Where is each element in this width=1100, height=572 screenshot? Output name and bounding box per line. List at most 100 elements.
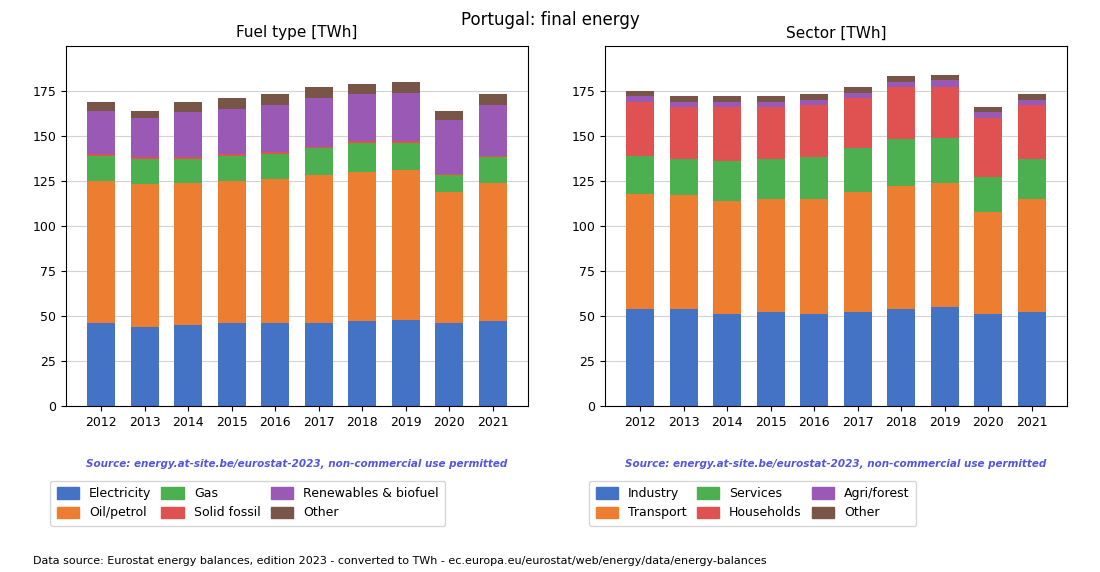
Bar — [348, 84, 376, 94]
Bar — [626, 91, 654, 96]
Bar — [931, 74, 959, 80]
Bar — [131, 327, 158, 406]
Bar — [436, 120, 463, 174]
Bar — [800, 94, 828, 100]
Bar — [348, 143, 376, 172]
Bar — [975, 212, 1002, 314]
Bar — [131, 118, 158, 157]
Bar — [975, 118, 1002, 177]
Title: Fuel type [TWh]: Fuel type [TWh] — [236, 25, 358, 41]
Bar — [87, 102, 116, 110]
Bar — [174, 157, 202, 159]
Bar — [261, 179, 289, 323]
Bar — [348, 141, 376, 143]
Bar — [757, 107, 785, 159]
Bar — [261, 105, 289, 152]
Bar — [218, 323, 246, 406]
Bar — [887, 82, 915, 87]
Bar — [131, 159, 158, 185]
Bar — [305, 176, 333, 323]
Title: Sector [TWh]: Sector [TWh] — [785, 25, 887, 41]
Bar — [131, 185, 158, 327]
Bar — [87, 110, 116, 154]
Bar — [392, 82, 420, 93]
Bar — [305, 146, 333, 149]
Bar — [436, 174, 463, 176]
Bar — [174, 102, 202, 113]
Bar — [261, 94, 289, 105]
Bar — [844, 192, 872, 312]
Bar — [1018, 199, 1046, 312]
Bar — [713, 102, 741, 107]
Bar — [800, 100, 828, 105]
Bar — [626, 96, 654, 102]
Bar — [174, 113, 202, 157]
Bar — [626, 193, 654, 309]
Bar — [670, 309, 697, 406]
Text: Source: energy.at-site.be/eurostat-2023, non-commercial use permitted: Source: energy.at-site.be/eurostat-2023,… — [626, 459, 1046, 469]
Bar — [887, 77, 915, 82]
Bar — [392, 170, 420, 320]
Bar — [392, 93, 420, 141]
Bar — [87, 323, 116, 406]
Bar — [1018, 94, 1046, 100]
Bar — [478, 182, 507, 321]
Bar — [931, 80, 959, 87]
Bar — [261, 152, 289, 154]
Bar — [626, 309, 654, 406]
Bar — [887, 186, 915, 309]
Bar — [844, 87, 872, 93]
Bar — [800, 314, 828, 406]
Bar — [478, 94, 507, 105]
Bar — [931, 182, 959, 307]
Bar — [131, 110, 158, 118]
Bar — [1018, 159, 1046, 199]
Bar — [713, 314, 741, 406]
Bar — [478, 157, 507, 182]
Bar — [975, 177, 1002, 212]
Bar — [392, 141, 420, 143]
Bar — [626, 156, 654, 193]
Text: Source: energy.at-site.be/eurostat-2023, non-commercial use permitted: Source: energy.at-site.be/eurostat-2023,… — [87, 459, 507, 469]
Bar — [174, 325, 202, 406]
Bar — [626, 102, 654, 156]
Bar — [975, 113, 1002, 118]
Bar — [305, 98, 333, 146]
Bar — [713, 201, 741, 314]
Bar — [218, 154, 246, 156]
Bar — [844, 149, 872, 192]
Bar — [975, 314, 1002, 406]
Bar — [800, 105, 828, 157]
Bar — [174, 182, 202, 325]
Bar — [261, 323, 289, 406]
Bar — [348, 172, 376, 321]
Bar — [305, 323, 333, 406]
Bar — [670, 96, 697, 102]
Bar — [887, 309, 915, 406]
Bar — [713, 96, 741, 102]
Bar — [348, 94, 376, 141]
Bar — [1018, 100, 1046, 105]
Bar — [931, 138, 959, 182]
Legend: Electricity, Oil/petrol, Gas, Solid fossil, Renewables & biofuel, Other: Electricity, Oil/petrol, Gas, Solid foss… — [51, 481, 446, 526]
Bar — [392, 320, 420, 406]
Bar — [975, 107, 1002, 113]
Bar — [800, 157, 828, 199]
Bar — [348, 321, 376, 406]
Bar — [305, 87, 333, 98]
Text: Data source: Eurostat energy balances, edition 2023 - converted to TWh - ec.euro: Data source: Eurostat energy balances, e… — [33, 557, 767, 566]
Bar — [131, 157, 158, 159]
Bar — [1018, 312, 1046, 406]
Bar — [670, 195, 697, 309]
Bar — [174, 159, 202, 182]
Bar — [261, 154, 289, 179]
Bar — [931, 87, 959, 138]
Bar — [887, 87, 915, 140]
Bar — [478, 105, 507, 156]
Bar — [478, 321, 507, 406]
Bar — [757, 96, 785, 102]
Bar — [757, 199, 785, 312]
Bar — [844, 93, 872, 98]
Bar — [392, 143, 420, 170]
Bar — [436, 176, 463, 192]
